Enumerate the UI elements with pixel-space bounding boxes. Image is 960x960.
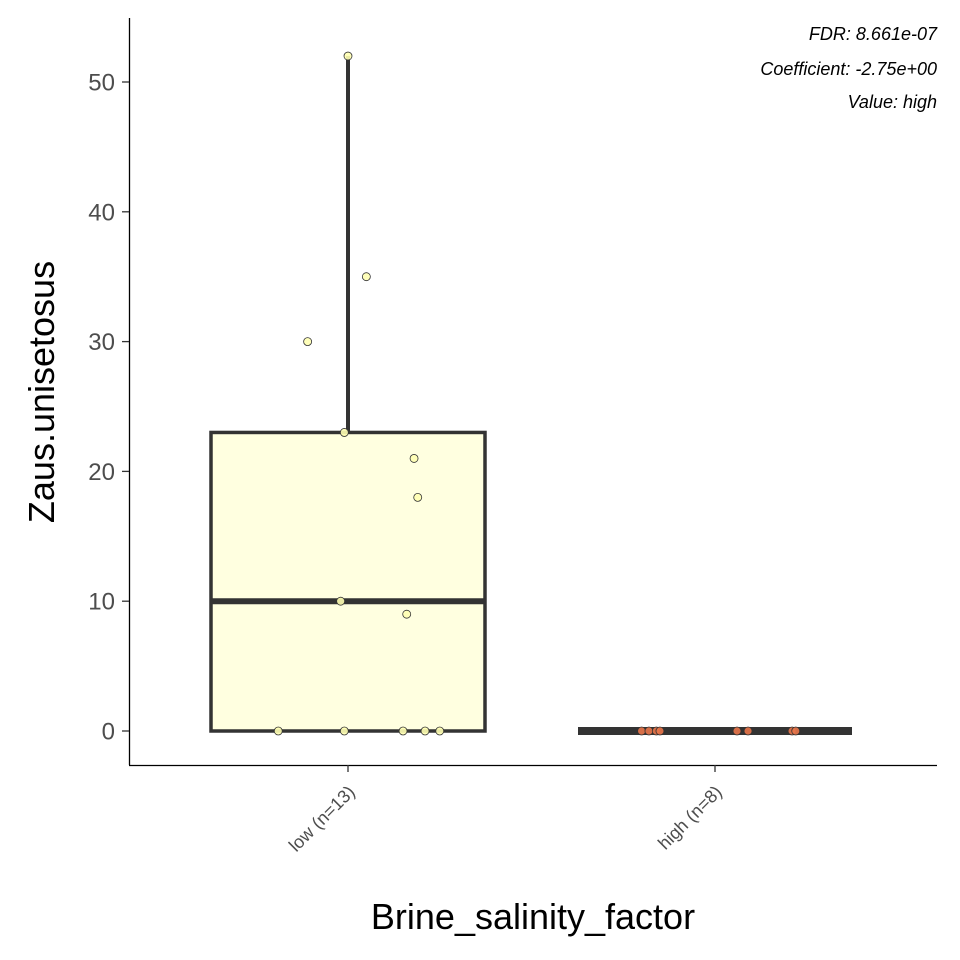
y-ticks: 0 10 20 30 40 50 [88, 70, 129, 746]
y-tick-label: 20 [88, 459, 115, 486]
data-point [637, 726, 646, 736]
data-point [732, 726, 742, 736]
y-tick-label: 40 [88, 199, 115, 226]
data-point [339, 726, 349, 736]
data-point [343, 51, 353, 61]
data-point [409, 454, 419, 463]
annotation-value: Value: high [848, 92, 937, 112]
x-tick-label: low (n=13) [285, 782, 359, 856]
annotation-fdr: FDR: 8.661e-07 [809, 24, 938, 44]
data-point [398, 726, 408, 736]
x-tick-label: high (n=8) [654, 782, 726, 854]
data-point [361, 272, 371, 282]
box [209, 430, 487, 733]
data-point [435, 726, 445, 736]
data-point [791, 726, 801, 736]
data-point [743, 726, 753, 736]
y-tick-label: 0 [102, 719, 115, 746]
y-tick-label: 30 [88, 329, 115, 356]
data-point [273, 726, 283, 736]
data-point [420, 726, 430, 736]
points-layer [273, 51, 801, 736]
y-tick-label: 50 [88, 70, 115, 97]
data-point [402, 609, 412, 619]
boxes-layer [209, 56, 852, 735]
data-point [413, 492, 423, 502]
data-point [339, 428, 349, 437]
x-axis-title: Brine_salinity_factor [371, 896, 695, 937]
data-point [336, 596, 346, 606]
y-tick-label: 10 [88, 589, 115, 616]
data-point [644, 726, 654, 736]
data-point [303, 337, 313, 347]
data-point [655, 726, 665, 736]
y-axis-title: Zaus.unisetosus [21, 261, 62, 523]
x-ticks: low (n=13) high (n=8) [285, 765, 726, 856]
annotation-coefficient: Coefficient: -2.75e+00 [760, 59, 937, 79]
